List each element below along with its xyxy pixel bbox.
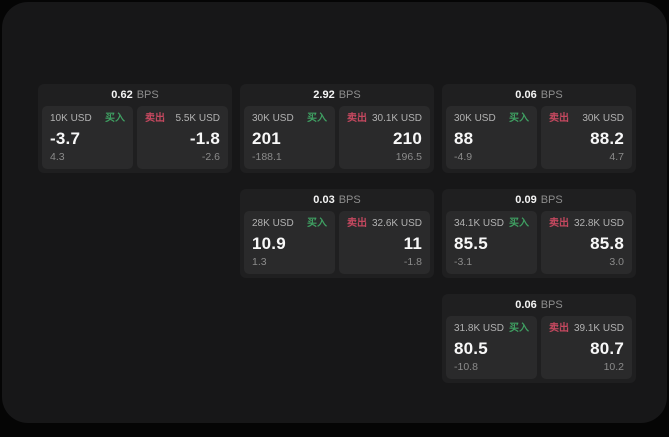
buy-panel[interactable]: 31.8K USD 买入 80.5 -10.8 — [446, 316, 537, 379]
sell-panel[interactable]: 卖出 30.1K USD 210 196.5 — [339, 106, 430, 169]
bps-value: 0.62 — [111, 89, 133, 101]
quote-card: 0.03 BPS 28K USD 买入 10.9 1.3 卖出 32.6K US… — [240, 189, 434, 278]
quote-panels: 34.1K USD 买入 85.5 -3.1 卖出 32.8K USD 85.8… — [446, 211, 632, 274]
sell-side-label: 卖出 — [145, 113, 165, 124]
buy-panel[interactable]: 30K USD 买入 201 -188.1 — [244, 106, 335, 169]
bps-value: 0.06 — [515, 89, 537, 101]
sell-amount: 32.6K USD — [371, 218, 422, 229]
bps-unit: BPS — [338, 89, 361, 101]
sell-side-label: 卖出 — [549, 113, 569, 124]
sell-delta: -2.6 — [201, 151, 220, 163]
quote-panels: 10K USD 买入 -3.7 4.3 卖出 5.5K USD -1.8 -2.… — [42, 106, 228, 169]
sell-amount: 5.5K USD — [175, 113, 220, 124]
buy-delta: 4.3 — [50, 151, 65, 163]
buy-amount: 30K USD — [454, 113, 496, 124]
bps-header: 0.09 BPS — [442, 189, 636, 211]
buy-delta: -4.9 — [454, 151, 473, 163]
bps-unit: BPS — [540, 89, 563, 101]
quote-card: 0.09 BPS 34.1K USD 买入 85.5 -3.1 卖出 32.8K… — [442, 189, 636, 278]
bps-header: 0.03 BPS — [240, 189, 434, 211]
bps-value: 2.92 — [313, 89, 335, 101]
buy-delta: -188.1 — [252, 151, 282, 163]
quote-card: 2.92 BPS 30K USD 买入 201 -188.1 卖出 30.1K … — [240, 84, 434, 173]
buy-delta: -3.1 — [454, 256, 473, 268]
sell-panel[interactable]: 卖出 5.5K USD -1.8 -2.6 — [137, 106, 228, 169]
quote-panels: 30K USD 买入 201 -188.1 卖出 30.1K USD 210 1… — [244, 106, 430, 169]
buy-delta: -10.8 — [454, 361, 478, 373]
buy-delta: 1.3 — [252, 256, 267, 268]
sell-side-label: 卖出 — [347, 218, 367, 229]
sell-price: 80.7 — [590, 338, 624, 358]
buy-price: 10.9 — [252, 233, 286, 253]
buy-side-label: 买入 — [105, 113, 125, 124]
sell-side-label: 卖出 — [549, 323, 569, 334]
buy-amount: 10K USD — [50, 113, 92, 124]
buy-price: -3.7 — [50, 128, 81, 148]
buy-price: 201 — [252, 128, 281, 148]
sell-amount: 30.1K USD — [371, 113, 422, 124]
sell-amount: 39.1K USD — [573, 323, 624, 334]
sell-delta: 196.5 — [395, 151, 422, 163]
sell-price: 85.8 — [590, 233, 624, 253]
bps-value: 0.09 — [515, 194, 537, 206]
bps-header: 0.06 BPS — [442, 294, 636, 316]
sell-delta: 3.0 — [609, 256, 624, 268]
sell-panel[interactable]: 卖出 32.6K USD 11 -1.8 — [339, 211, 430, 274]
sell-delta: 4.7 — [609, 151, 624, 163]
sell-price: 11 — [403, 233, 422, 253]
sell-amount: 32.8K USD — [573, 218, 624, 229]
sell-price: 210 — [393, 128, 422, 148]
sell-side-label: 卖出 — [549, 218, 569, 229]
buy-amount: 34.1K USD — [454, 218, 505, 229]
sell-side-label: 卖出 — [347, 113, 367, 124]
sell-panel[interactable]: 卖出 39.1K USD 80.7 10.2 — [541, 316, 632, 379]
buy-panel[interactable]: 34.1K USD 买入 85.5 -3.1 — [446, 211, 537, 274]
buy-side-label: 买入 — [509, 218, 529, 229]
buy-amount: 28K USD — [252, 218, 294, 229]
buy-side-label: 买入 — [307, 218, 327, 229]
bps-header: 0.06 BPS — [442, 84, 636, 106]
quote-card: 0.06 BPS 31.8K USD 买入 80.5 -10.8 卖出 39.1… — [442, 294, 636, 383]
buy-side-label: 买入 — [509, 323, 529, 334]
sell-panel[interactable]: 卖出 32.8K USD 85.8 3.0 — [541, 211, 632, 274]
quote-card: 0.06 BPS 30K USD 买入 88 -4.9 卖出 30K USD 8… — [442, 84, 636, 173]
buy-price: 80.5 — [454, 338, 488, 358]
buy-amount: 31.8K USD — [454, 323, 505, 334]
quote-panels: 30K USD 买入 88 -4.9 卖出 30K USD 88.2 4.7 — [446, 106, 632, 169]
bps-value: 0.06 — [515, 299, 537, 311]
buy-panel[interactable]: 30K USD 买入 88 -4.9 — [446, 106, 537, 169]
sell-price: -1.8 — [189, 128, 220, 148]
buy-price: 85.5 — [454, 233, 488, 253]
bps-value: 0.03 — [313, 194, 335, 206]
quote-panels: 31.8K USD 买入 80.5 -10.8 卖出 39.1K USD 80.… — [446, 316, 632, 379]
bps-header: 2.92 BPS — [240, 84, 434, 106]
sell-delta: 10.2 — [603, 361, 624, 373]
bps-unit: BPS — [136, 89, 159, 101]
sell-panel[interactable]: 卖出 30K USD 88.2 4.7 — [541, 106, 632, 169]
quote-panels: 28K USD 买入 10.9 1.3 卖出 32.6K USD 11 -1.8 — [244, 211, 430, 274]
sell-price: 88.2 — [590, 128, 624, 148]
sell-delta: -1.8 — [403, 256, 422, 268]
buy-panel[interactable]: 10K USD 买入 -3.7 4.3 — [42, 106, 133, 169]
sell-amount: 30K USD — [582, 113, 624, 124]
bps-unit: BPS — [540, 194, 563, 206]
quote-card: 0.62 BPS 10K USD 买入 -3.7 4.3 卖出 5.5K USD… — [38, 84, 232, 173]
bps-header: 0.62 BPS — [38, 84, 232, 106]
buy-amount: 30K USD — [252, 113, 294, 124]
buy-side-label: 买入 — [509, 113, 529, 124]
buy-side-label: 买入 — [307, 113, 327, 124]
buy-price: 88 — [454, 128, 474, 148]
bps-unit: BPS — [338, 194, 361, 206]
bps-unit: BPS — [540, 299, 563, 311]
buy-panel[interactable]: 28K USD 买入 10.9 1.3 — [244, 211, 335, 274]
